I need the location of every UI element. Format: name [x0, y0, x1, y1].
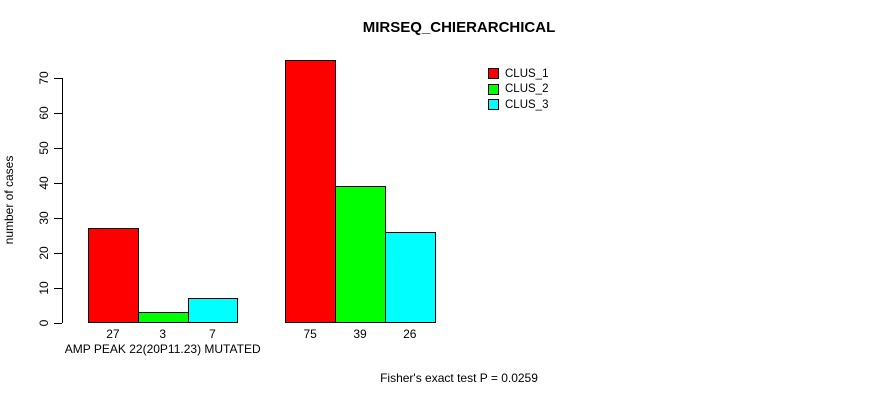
y-axis-tick-label: 70 [37, 70, 51, 85]
bar-clus_3-group1 [187, 298, 239, 323]
x-axis-group-label: AMP PEAK 22(20P11.23) MUTATED [64, 342, 261, 356]
bar-value-label: 27 [106, 326, 120, 341]
legend-item: CLUS_2 [488, 82, 548, 98]
bar-clus_1-group1 [88, 228, 139, 323]
legend-item: CLUS_1 [488, 66, 548, 82]
legend-label: CLUS_1 [505, 67, 549, 80]
bar-value-label: 3 [159, 326, 167, 341]
legend-label: CLUS_3 [505, 98, 549, 111]
y-axis-tick [54, 112, 62, 114]
y-axis-line [62, 77, 63, 323]
legend-swatch [488, 99, 499, 111]
y-axis-tick [54, 287, 62, 289]
y-axis-tick-label: 60 [37, 105, 51, 120]
y-axis-tick-label: 30 [37, 211, 51, 225]
legend-swatch [488, 83, 499, 95]
y-axis-tick-label: 50 [37, 140, 51, 155]
y-axis-label: number of cases [2, 155, 16, 245]
fisher-test-annotation: Fisher's exact test P = 0.0259 [380, 371, 538, 385]
bar-value-label: 26 [403, 326, 417, 341]
y-axis-tick-label: 20 [37, 246, 51, 260]
y-axis-tick [54, 77, 62, 79]
bar-clus_2-group1 [137, 312, 189, 323]
bar-clus_2-group2 [335, 186, 386, 323]
y-axis-tick [54, 182, 62, 184]
legend-item: CLUS_3 [488, 97, 548, 113]
bar-clus_3-group2 [384, 231, 436, 323]
y-axis-tick-label: 10 [37, 281, 51, 295]
legend-swatch [488, 68, 499, 80]
bar-value-label: 75 [303, 326, 317, 341]
y-axis-tick [54, 217, 62, 219]
legend-label: CLUS_2 [505, 83, 549, 96]
bar-clus_1-group2 [285, 59, 337, 323]
bar-value-label: 7 [209, 326, 216, 341]
legend: CLUS_1 CLUS_2 CLUS_3 [488, 66, 548, 113]
y-axis-tick-label: 40 [37, 176, 51, 190]
y-axis-tick [54, 147, 62, 149]
y-axis-tick [54, 323, 62, 324]
y-axis-tick [54, 252, 62, 254]
chart-title: MIRSEQ_CHIERARCHICAL [362, 19, 556, 36]
y-axis-tick-label: 0 [37, 319, 51, 327]
bar-value-label: 39 [353, 326, 367, 341]
